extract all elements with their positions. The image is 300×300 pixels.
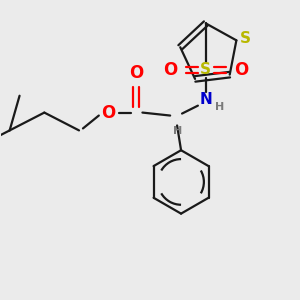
Text: S: S [240,31,251,46]
Text: H: H [173,126,183,136]
Text: O: O [102,103,116,122]
Text: S: S [200,62,211,77]
Text: H: H [215,102,224,112]
Text: O: O [163,61,177,79]
Text: O: O [234,61,249,79]
Text: O: O [129,64,144,82]
Text: N: N [200,92,212,107]
